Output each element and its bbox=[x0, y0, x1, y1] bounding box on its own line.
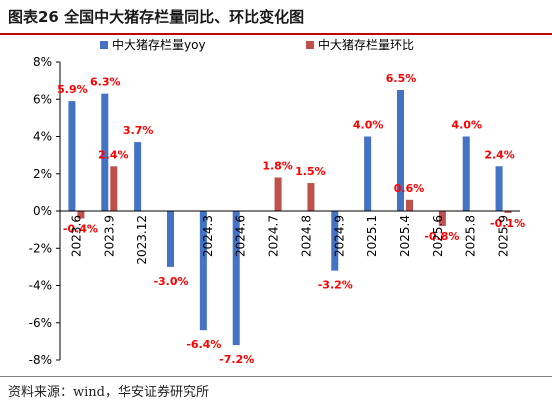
bar-yoy bbox=[462, 136, 470, 211]
bar-mom bbox=[406, 199, 413, 211]
bar-mom bbox=[504, 211, 512, 213]
data-label-yoy: -7.2% bbox=[219, 353, 254, 366]
bar-yoy bbox=[364, 136, 372, 211]
title-rule bbox=[0, 33, 552, 35]
x-tick-label: 2024.9 bbox=[332, 215, 346, 257]
y-tick-label: -4% bbox=[29, 279, 52, 293]
data-label-yoy: -3.0% bbox=[153, 275, 188, 288]
bar-mom bbox=[77, 211, 85, 219]
data-label-yoy: 2.4% bbox=[484, 148, 515, 161]
bar-mom bbox=[110, 166, 118, 211]
source-note: 资料来源：wind，华安证券研究所 bbox=[8, 385, 209, 400]
bar-yoy bbox=[167, 211, 174, 267]
data-label-yoy: 5.9% bbox=[57, 83, 88, 96]
x-tick-label: 2023.9 bbox=[102, 215, 116, 257]
bar-yoy bbox=[101, 93, 109, 211]
bar-yoy bbox=[397, 89, 404, 211]
bar-mom bbox=[438, 211, 446, 226]
data-label-yoy: 4.0% bbox=[451, 119, 482, 132]
bar-mom bbox=[274, 177, 282, 211]
legend-label-yoy: 中大猪存栏量yoy bbox=[112, 37, 206, 52]
bar-yoy bbox=[199, 211, 207, 331]
y-tick-label: 8% bbox=[33, 55, 52, 69]
y-tick-label: -2% bbox=[29, 241, 52, 255]
data-label-yoy: 6.3% bbox=[90, 76, 121, 89]
legend-swatch-mom bbox=[306, 41, 314, 49]
y-tick-label: 4% bbox=[33, 130, 52, 144]
x-tick-label: 2025.4 bbox=[398, 215, 412, 257]
legend-label-mom: 中大猪存栏量环比 bbox=[318, 37, 414, 52]
y-tick-label: -8% bbox=[29, 353, 52, 367]
x-tick-label: 2025.8 bbox=[464, 215, 478, 257]
figure-header: 图表26 全国中大猪存栏量同比、环比变化图 bbox=[0, 0, 552, 36]
bar-yoy bbox=[134, 142, 142, 211]
data-label-yoy: 4.0% bbox=[353, 119, 384, 132]
data-label-yoy: -6.4% bbox=[186, 338, 221, 351]
y-tick-label: 2% bbox=[33, 167, 52, 181]
data-label-mom: -0.4% bbox=[63, 222, 98, 235]
y-tick-label: -6% bbox=[29, 316, 52, 330]
data-label-mom: -0.1% bbox=[490, 217, 525, 230]
x-tick-label: 2024.6 bbox=[234, 215, 248, 257]
x-tick-label: 2025.9 bbox=[497, 215, 511, 257]
legend-swatch-yoy bbox=[100, 41, 108, 49]
x-tick-label: 2024.8 bbox=[299, 215, 313, 257]
y-tick-label: 0% bbox=[33, 204, 52, 218]
figure-title: 图表26 全国中大猪存栏量同比、环比变化图 bbox=[8, 8, 305, 26]
data-label-mom: -0.8% bbox=[424, 230, 459, 243]
data-label-mom: 2.4% bbox=[98, 148, 129, 161]
data-label-yoy: -3.2% bbox=[318, 279, 353, 292]
bar-chart: 8% 6% 4% 2% 0% -2% -4% -6% -8% 5.9% -0.4% 6.3% 2.4% 3… bbox=[29, 37, 525, 367]
x-tick-label: 2023.6 bbox=[69, 215, 83, 257]
x-tick-label: 2024.7 bbox=[267, 215, 281, 257]
data-label-mom: 0.6% bbox=[394, 182, 425, 195]
data-label-mom: 1.8% bbox=[262, 159, 293, 172]
bottom-rule bbox=[0, 376, 552, 377]
x-tick-label: 2024.3 bbox=[201, 215, 215, 257]
x-tick-label: 2025.6 bbox=[431, 215, 445, 257]
data-label-yoy: 3.7% bbox=[123, 124, 154, 137]
data-label-mom: 1.5% bbox=[295, 165, 326, 178]
data-label-yoy: 6.5% bbox=[386, 72, 417, 85]
bar-yoy bbox=[495, 166, 503, 211]
x-tick-label: 2025.1 bbox=[365, 215, 379, 257]
bar-mom bbox=[307, 183, 315, 211]
bar-yoy bbox=[232, 211, 240, 346]
y-tick-label: 6% bbox=[33, 92, 52, 106]
bar-yoy bbox=[331, 211, 339, 271]
bar-yoy bbox=[68, 101, 76, 211]
x-tick-label: 2023.12 bbox=[135, 215, 149, 265]
